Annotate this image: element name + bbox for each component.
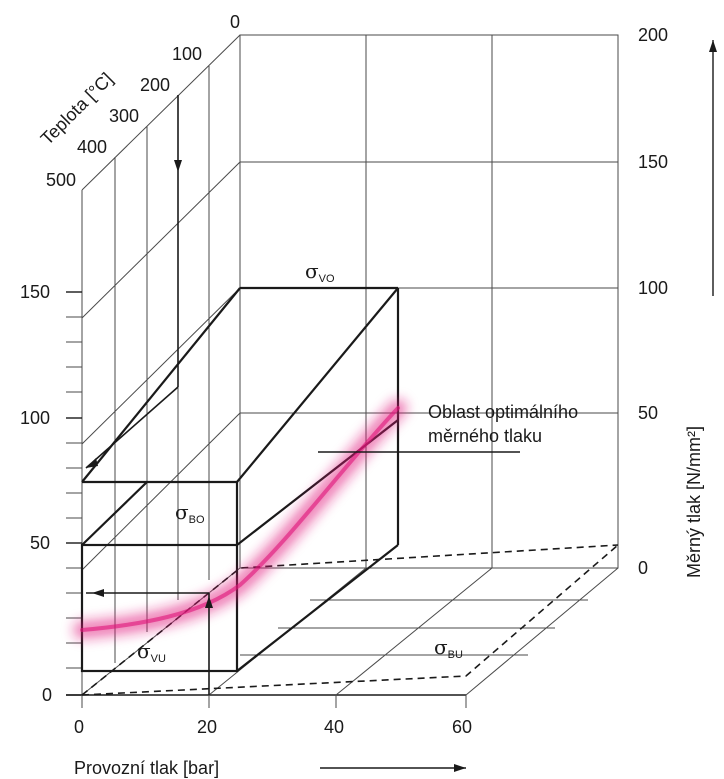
back-axis-ticks: 200 150 100 50 0 [638, 25, 668, 578]
back-tick-100: 100 [638, 278, 668, 298]
sigma-vu-label: σVU [137, 639, 166, 665]
reading-arrows [85, 95, 213, 695]
temp-tick-500: 500 [46, 170, 76, 190]
bottom-tick-40: 40 [324, 717, 344, 737]
back-tick-200: 200 [638, 25, 668, 45]
sigma-bu-label: σBU [434, 635, 463, 661]
left-tick-100: 100 [20, 408, 50, 428]
back-tick-0: 0 [638, 558, 648, 578]
sigma-vo-label: σVO [305, 259, 335, 285]
back-tick-150: 150 [638, 152, 668, 172]
temp-tick-200: 200 [140, 75, 170, 95]
sigma-bo-label: σBO [175, 500, 205, 526]
optimal-band [73, 399, 407, 639]
temp-tick-0: 0 [230, 12, 240, 32]
temp-tick-100: 100 [172, 44, 202, 64]
back-tick-50: 50 [638, 403, 658, 423]
back-axis-label: Měrný tlak [N/mm²] [684, 426, 704, 578]
left-tick-50: 50 [30, 533, 50, 553]
bottom-tick-20: 20 [197, 717, 217, 737]
left-axis-tick-labels: 150 100 50 0 [20, 282, 52, 705]
bottom-axis-label: Provozní tlak [bar] [74, 758, 219, 778]
sigma-bu-surface [81, 544, 619, 696]
optimal-region-label-line2: měrného tlaku [428, 426, 542, 446]
temp-tick-400: 400 [77, 137, 107, 157]
optimal-region-label-line1: Oblast optimálního [428, 402, 578, 422]
bottom-axis-arrow [320, 764, 466, 772]
temperature-axis: Teplota [°C] 0 100 200 300 400 500 [37, 12, 240, 190]
right-axis-arrow [709, 40, 717, 296]
back-wall-grid [239, 34, 619, 569]
bottom-tick-0: 0 [74, 717, 84, 737]
left-tick-150: 150 [20, 282, 50, 302]
temp-tick-300: 300 [109, 106, 139, 126]
left-axis-ticks [66, 291, 82, 696]
left-tick-0: 0 [42, 685, 52, 705]
bottom-tick-60: 60 [452, 717, 472, 737]
bottom-axis: 0 20 40 60 Provozní tlak [bar] [74, 717, 472, 778]
